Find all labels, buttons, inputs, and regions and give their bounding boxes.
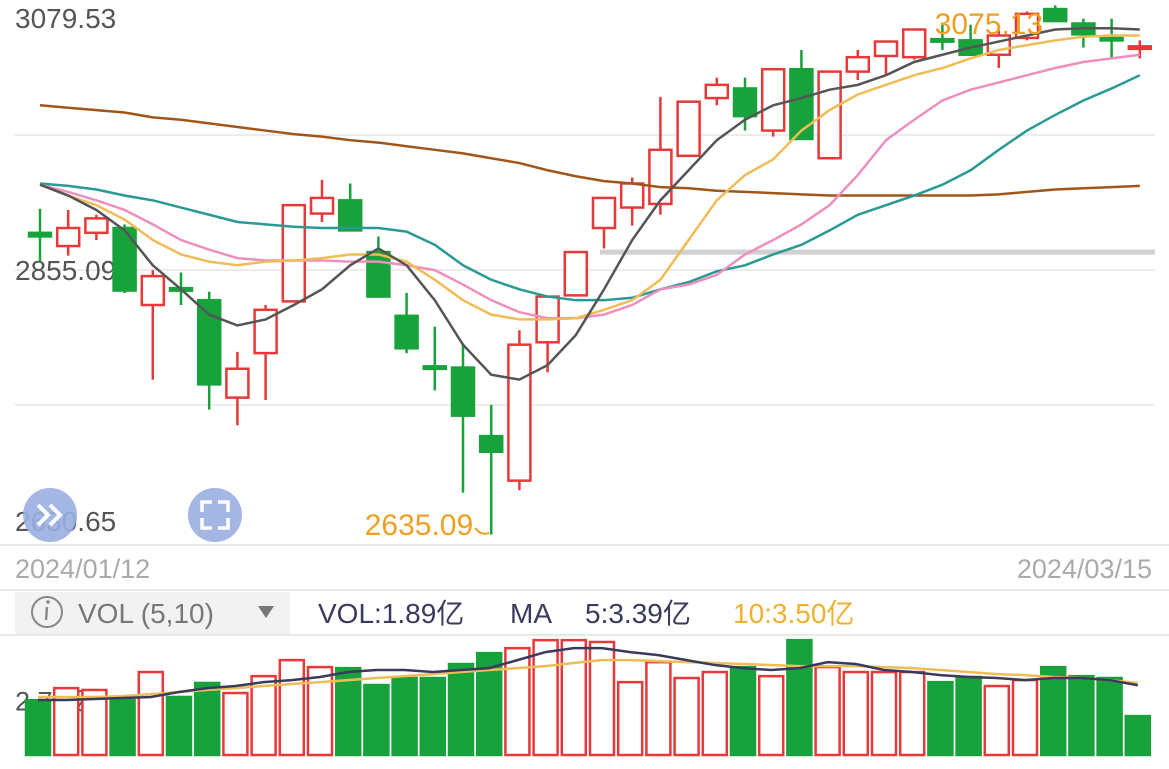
volume-bar (1096, 676, 1123, 757)
ma5-legend: 5:3.39亿 (585, 598, 691, 629)
candle-body (309, 196, 335, 215)
volume-bar (786, 638, 813, 757)
vol-ma-line (38, 658, 1138, 699)
candle-body (1099, 36, 1124, 42)
candle-body (563, 250, 589, 297)
volume-bar (616, 680, 644, 757)
volume-bar (363, 683, 390, 757)
candle-body (1127, 45, 1153, 51)
volume-bar (955, 675, 982, 757)
candle-body (478, 434, 504, 454)
volume-bar (334, 666, 362, 757)
ma-line (39, 53, 1140, 320)
candle-body (901, 28, 927, 59)
volume-bar (983, 684, 1011, 757)
volume-bar (1039, 665, 1067, 757)
vol-legend: VOL:1.89亿 (318, 598, 464, 629)
low-leader (474, 527, 490, 535)
volume-bar (222, 691, 249, 757)
volume-bar (504, 646, 531, 757)
volume-bar (447, 662, 475, 757)
candle-body (1042, 7, 1068, 23)
candle-body (84, 217, 109, 235)
candle-body (619, 182, 645, 209)
candle-body (27, 231, 53, 238)
candle-body (337, 199, 363, 232)
low-annotation: 2635.09 (365, 509, 473, 542)
candle-body (704, 83, 730, 100)
volume-bar (701, 670, 729, 757)
ma-legend: MA (510, 598, 552, 629)
volume-bar (81, 688, 108, 757)
volume-bar (729, 665, 757, 757)
candle-body (817, 70, 842, 160)
volume-bar (193, 681, 221, 757)
candle-body (507, 343, 532, 482)
ma-line (39, 27, 1140, 381)
volume-bar (165, 695, 193, 757)
y-tick-label: 2630.65 (15, 506, 116, 537)
volume-bar (842, 670, 870, 757)
candle-body (930, 37, 955, 43)
candle-body (845, 55, 871, 73)
info-icon (46, 600, 50, 604)
volume-bar (673, 676, 700, 757)
volume-bar (814, 665, 841, 757)
volume-bar (532, 638, 559, 757)
volume-bar (250, 674, 277, 757)
info-icon[interactable] (31, 596, 63, 628)
volume-bar (137, 670, 165, 757)
volume-bar (419, 676, 447, 757)
volume-bar (24, 698, 52, 757)
candle-body (732, 87, 758, 118)
volume-bar (1124, 714, 1152, 757)
volume-bar (898, 670, 926, 757)
volume-bar (645, 660, 672, 757)
indicator-selector[interactable] (15, 592, 290, 634)
candle-body (140, 274, 166, 307)
volume-bar (757, 674, 785, 757)
volume-bar (560, 638, 588, 757)
candle-body (450, 366, 476, 417)
ma-line (39, 104, 1140, 197)
volume-bar (109, 698, 136, 757)
candle-body (281, 203, 307, 303)
candle-body (366, 250, 391, 298)
candle-body (873, 40, 899, 58)
high-annotation: 3075.13 (935, 8, 1043, 41)
candle-body (394, 314, 419, 350)
candle-body (55, 226, 81, 248)
volume-bar (391, 676, 418, 757)
candle-body (422, 365, 448, 371)
candle-body (676, 100, 701, 158)
y-tick-label: 2855.09 (15, 255, 116, 286)
indicator-name[interactable]: VOL (5,10) (78, 598, 214, 629)
volume-bar (870, 670, 898, 757)
candle-body (591, 196, 617, 230)
candle-body (1014, 12, 1040, 40)
ma10-legend: 10:3.50亿 (733, 598, 854, 629)
volume-bar (927, 680, 954, 757)
candle-body (789, 67, 814, 141)
ma-line (39, 74, 1141, 302)
candle-body (648, 148, 673, 206)
x-tick-label: 2024/03/15 (1017, 554, 1152, 584)
info-icon (44, 606, 49, 621)
volume-bar (1068, 674, 1095, 757)
candle-body (196, 298, 222, 386)
dropdown-arrow[interactable] (258, 606, 274, 618)
volume-bar (278, 658, 306, 757)
x-tick-label: 2024/01/12 (15, 554, 150, 584)
candle-body (112, 226, 137, 292)
y-tick-label: 3079.53 (15, 3, 116, 34)
candle-body (760, 67, 786, 132)
vol-ma-line (38, 646, 1139, 702)
candle-body (225, 367, 250, 399)
volume-bar (1011, 678, 1039, 757)
